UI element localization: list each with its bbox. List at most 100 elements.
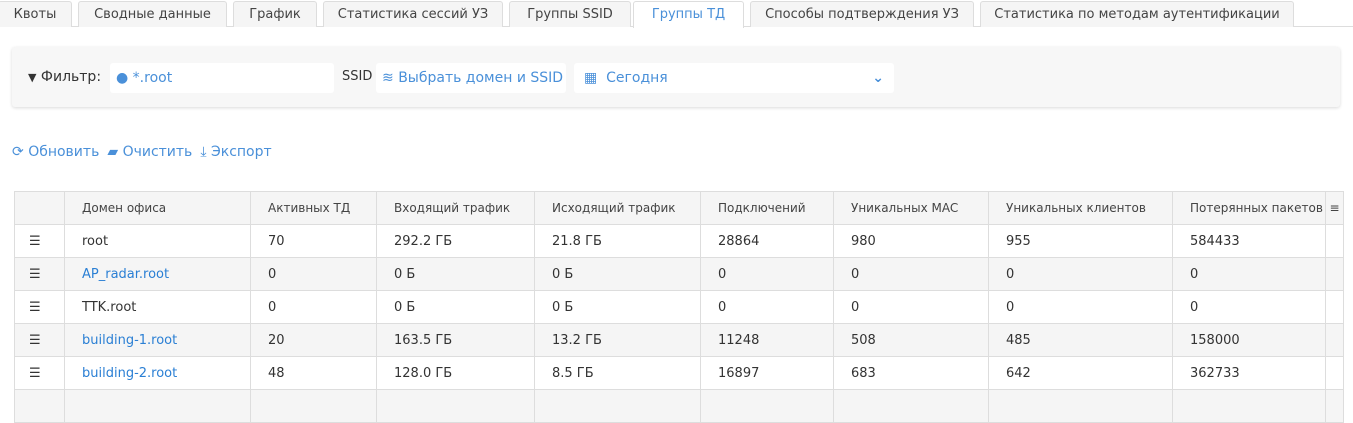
col-incoming[interactable]: Входящий трафик	[376, 191, 535, 225]
col-unique-clients[interactable]: Уникальных клиентов	[988, 191, 1173, 225]
calendar-icon: ▦	[584, 70, 598, 86]
column-menu-icon[interactable]: ≡	[1325, 191, 1344, 225]
ssid-label: SSID	[342, 69, 373, 84]
tab-ssid-groups[interactable]: Группы SSID	[509, 1, 631, 27]
row-menu-header	[14, 191, 65, 225]
refresh-icon: ⟳	[12, 144, 24, 160]
table-row: ☰ building-2.root 48 128.0 ГБ 8.5 ГБ 16897 683…	[14, 356, 1344, 390]
tab-quotas[interactable]: Квоты	[0, 1, 72, 27]
tab-chart[interactable]: График	[233, 1, 317, 27]
row-menu-icon[interactable]: ☰	[14, 356, 65, 390]
table-cell: 292.2 ГБ	[376, 224, 535, 258]
cell-domain: TTK.root	[64, 290, 251, 324]
table-cell	[250, 389, 377, 423]
table-header: Домен офиса Активных ТД Входящий трафик …	[14, 191, 1344, 225]
table-cell: 0	[1172, 290, 1326, 324]
table-cell: 20	[250, 323, 377, 357]
table-cell: 485	[988, 323, 1173, 357]
table-cell	[700, 389, 834, 423]
tab-summary[interactable]: Сводные данные	[78, 1, 227, 27]
table-cell: 0	[1172, 257, 1326, 291]
table-cell: 955	[988, 224, 1173, 258]
table-cell: 642	[988, 356, 1173, 390]
table-cell	[833, 389, 989, 423]
chevron-down-icon: ⌄	[872, 70, 884, 86]
table-cell: 16897	[700, 356, 834, 390]
table-cell	[1172, 389, 1326, 423]
table-cell: 0	[833, 257, 989, 291]
col-domain[interactable]: Домен офиса	[64, 191, 251, 225]
cell-domain: AP_radar.root	[64, 257, 251, 291]
table-cell: 980	[833, 224, 989, 258]
domain-link[interactable]: building-2.root	[82, 365, 178, 381]
table-cell: 683	[833, 356, 989, 390]
table-cell	[1325, 224, 1344, 258]
filter-panel: ▼ Фильтр: ● *.root SSID ≋ Выбрать домен …	[12, 47, 1340, 107]
table-cell: 11248	[700, 323, 834, 357]
col-active-ap[interactable]: Активных ТД	[250, 191, 377, 225]
table-cell: 128.0 ГБ	[376, 356, 535, 390]
filter-icon: ▼	[28, 71, 37, 84]
tab-confirmation-methods[interactable]: Способы подтверждения УЗ	[750, 1, 974, 27]
table-cell	[376, 389, 535, 423]
download-icon: ⤓	[200, 144, 207, 160]
table-cell: 584433	[1172, 224, 1326, 258]
col-outgoing[interactable]: Исходящий трафик	[534, 191, 701, 225]
table-cell	[1325, 257, 1344, 291]
tab-session-stats[interactable]: Статистика сессий УЗ	[323, 1, 503, 27]
row-menu-icon[interactable]: ☰	[14, 224, 65, 258]
table-cell	[1325, 290, 1344, 324]
ssid-select[interactable]: ≋ Выбрать домен и SSID	[376, 63, 566, 93]
table-cell: 0	[700, 257, 834, 291]
table-cell: 0 Б	[534, 257, 701, 291]
tab-ap-groups[interactable]: Группы ТД	[633, 1, 744, 28]
table-cell: 70	[250, 224, 377, 258]
table-cell	[64, 389, 251, 423]
tab-auth-method-stats[interactable]: Статистика по методам аутентификации	[980, 1, 1294, 27]
table-cell: 158000	[1172, 323, 1326, 357]
domain-link[interactable]: building-1.root	[82, 332, 178, 348]
table-cell	[14, 389, 65, 423]
filter-label: ▼ Фильтр:	[28, 69, 102, 85]
col-connections[interactable]: Подключений	[700, 191, 834, 225]
table-cell: 8.5 ГБ	[534, 356, 701, 390]
table-cell	[988, 389, 1173, 423]
wifi-icon: ≋	[382, 70, 394, 86]
table-cell: 508	[833, 323, 989, 357]
toolbar: ⟳ Обновить ▰ Очистить ⤓ Экспорт	[12, 144, 272, 160]
table-row: ☰ root 70 292.2 ГБ 21.8 ГБ 28864 980 955 584433	[14, 224, 1344, 258]
table-row: ☰ building-1.root 20 163.5 ГБ 13.2 ГБ 11248 50…	[14, 323, 1344, 357]
domain-link[interactable]: AP_radar.root	[82, 266, 170, 282]
table-cell	[534, 389, 701, 423]
col-lost-packets[interactable]: Потерянных пакетов	[1172, 191, 1326, 225]
table-cell: 0 Б	[376, 290, 535, 324]
table-cell: 0	[250, 290, 377, 324]
table-cell: 362733	[1172, 356, 1326, 390]
table-cell: 48	[250, 356, 377, 390]
export-button[interactable]: ⤓ Экспорт	[200, 144, 272, 160]
row-menu-icon[interactable]: ☰	[14, 290, 65, 324]
table-cell: 0	[988, 257, 1173, 291]
globe-icon: ●	[116, 70, 129, 86]
col-unique-mac[interactable]: Уникальных MAC	[833, 191, 989, 225]
row-menu-icon[interactable]: ☰	[14, 323, 65, 357]
clear-button[interactable]: ▰ Очистить	[107, 144, 193, 160]
ap-groups-table: Домен офиса Активных ТД Входящий трафик …	[14, 191, 1344, 423]
cell-domain: root	[64, 224, 251, 258]
table-cell	[1325, 389, 1344, 423]
domain-filter-input[interactable]: ● *.root	[110, 63, 334, 93]
table-cell: 0 Б	[534, 290, 701, 324]
table-cell: 28864	[700, 224, 834, 258]
eraser-icon: ▰	[107, 144, 119, 160]
tab-bar: Квоты Сводные данные График Статистика с…	[0, 0, 1353, 28]
refresh-button[interactable]: ⟳ Обновить	[12, 144, 100, 160]
row-menu-icon[interactable]: ☰	[14, 257, 65, 291]
table-cell: 0	[988, 290, 1173, 324]
table-cell: 0	[833, 290, 989, 324]
table-cell	[1325, 323, 1344, 357]
date-range-select[interactable]: ▦ Сегодня ⌄	[574, 63, 894, 93]
table-row	[14, 389, 1344, 423]
table-cell: 13.2 ГБ	[534, 323, 701, 357]
